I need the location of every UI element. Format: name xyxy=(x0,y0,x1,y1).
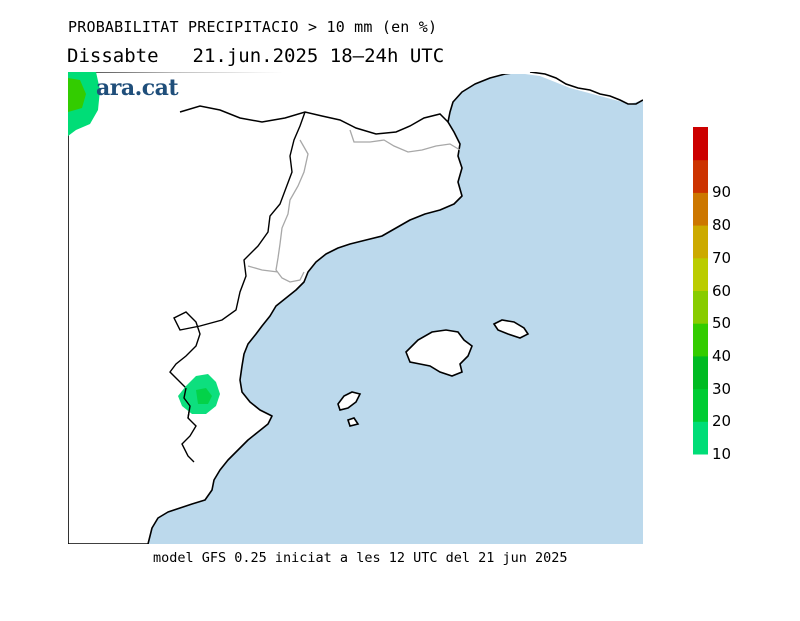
legend-swatch-8 xyxy=(693,192,708,226)
legend-label-50: 50 xyxy=(712,314,732,333)
legend-swatch-2 xyxy=(693,388,708,422)
legend-swatch-3 xyxy=(693,355,708,390)
legend-label-30: 30 xyxy=(712,379,732,398)
island-formentera xyxy=(346,417,360,427)
border-spain-france xyxy=(179,105,449,135)
legend-swatch-4 xyxy=(693,323,708,357)
legend-swatch-9 xyxy=(693,159,708,193)
legend-swatch-7 xyxy=(693,225,708,259)
coast-france xyxy=(529,72,643,105)
legend-label-70: 70 xyxy=(712,248,732,267)
island-ibiza xyxy=(337,391,362,411)
legend-swatch-1 xyxy=(693,421,708,455)
map-title: PROBABILITAT PRECIPITACIO > 10 mm (en %) xyxy=(68,18,438,36)
legend-swatch-10 xyxy=(693,127,708,161)
legend-swatch-6 xyxy=(693,257,708,291)
border-redraw xyxy=(183,387,191,419)
legend-label-60: 60 xyxy=(712,281,732,300)
island-menorca xyxy=(492,319,530,339)
legend-label-80: 80 xyxy=(712,216,732,235)
ara-cat-logo: ara.cat xyxy=(96,75,179,101)
forecast-day: Dissabte xyxy=(67,45,159,67)
land-mainland xyxy=(68,72,521,544)
legend-swatch-5 xyxy=(693,290,708,324)
land-france xyxy=(68,72,643,104)
model-info: model GFS 0.25 iniciat a les 12 UTC del … xyxy=(153,550,568,566)
legend-label-10: 10 xyxy=(712,445,732,463)
legend-label-40: 40 xyxy=(712,346,732,365)
legend-label-90: 90 xyxy=(712,183,732,202)
map-subtitle: Dissabte 21.jun.2025 18–24h UTC xyxy=(67,45,444,67)
precip-area-west-core xyxy=(196,388,212,404)
island-mallorca xyxy=(405,329,473,377)
precip-area-northwest-core xyxy=(68,78,86,112)
legend-label-20: 20 xyxy=(712,412,732,431)
forecast-datetime: 21.jun.2025 18–24h UTC xyxy=(192,45,445,67)
border-provinces xyxy=(247,129,461,283)
